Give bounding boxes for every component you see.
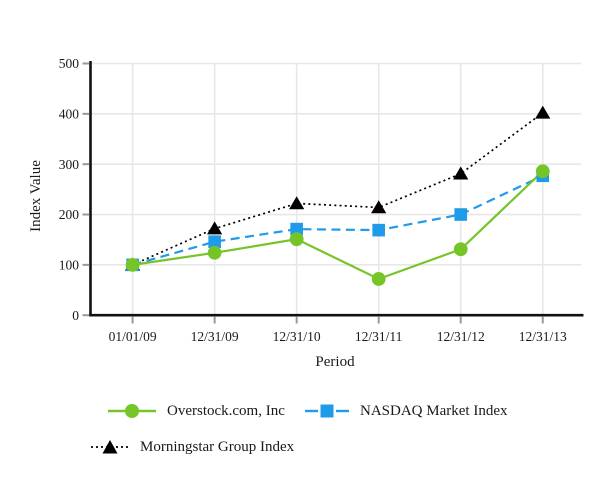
triangle-marker: [207, 221, 223, 235]
plot-area: 0 100 200 300 400 500 01/01/09 12/31/09 12/31/10…: [59, 56, 584, 344]
y-tick-label: 300: [59, 157, 80, 172]
circle-marker: [371, 272, 386, 286]
square-marker: [208, 235, 221, 249]
y-tick-label: 0: [72, 308, 79, 323]
square-marker: [290, 222, 303, 236]
x-tick-label: 12/31/11: [355, 329, 403, 344]
circle-marker: [535, 164, 550, 179]
x-tick-label: 12/31/09: [191, 329, 239, 344]
legend-label: NASDAQ Market Index: [360, 403, 508, 419]
y-tick-label: 400: [59, 107, 80, 122]
legend-label: Overstock.com, Inc: [167, 403, 285, 419]
legend-item-overstock: Overstock.com, Inc: [108, 402, 285, 420]
square-marker: [454, 208, 468, 221]
series-line-square: [132, 174, 544, 266]
y-tick-label: 500: [59, 56, 80, 71]
x-tick-label: 12/31/13: [519, 329, 567, 344]
triangle-marker: [453, 166, 469, 180]
y-tick-label: 100: [59, 258, 80, 273]
line-square-marker-icon: [305, 404, 349, 418]
x-tick-label: 12/31/12: [437, 329, 485, 344]
triangle-marker: [535, 105, 551, 119]
triangle-marker: [289, 196, 305, 210]
x-axis-title: Period: [315, 354, 355, 370]
square-marker: [372, 223, 385, 237]
legend-label: Morningstar Group Index: [140, 439, 295, 455]
x-tick-label: 01/01/09: [109, 329, 157, 344]
line-triangle-marker-icon: [91, 440, 129, 454]
circle-marker: [289, 232, 304, 247]
triangle-marker: [371, 200, 387, 214]
line-circle-marker-icon: [108, 404, 156, 418]
legend-item-nasdaq: NASDAQ Market Index: [305, 402, 507, 420]
circle-marker: [125, 257, 140, 272]
circle-marker: [207, 245, 222, 260]
y-tick-label: 200: [59, 207, 80, 222]
x-tick-label: 12/31/10: [273, 329, 321, 344]
series-line-circle: [132, 170, 544, 281]
legend-item-morningstar: Morningstar Group Index: [91, 438, 294, 456]
series-line-triangle: [132, 112, 544, 266]
circle-marker: [453, 242, 468, 257]
y-axis-title: Index Value: [28, 160, 44, 232]
